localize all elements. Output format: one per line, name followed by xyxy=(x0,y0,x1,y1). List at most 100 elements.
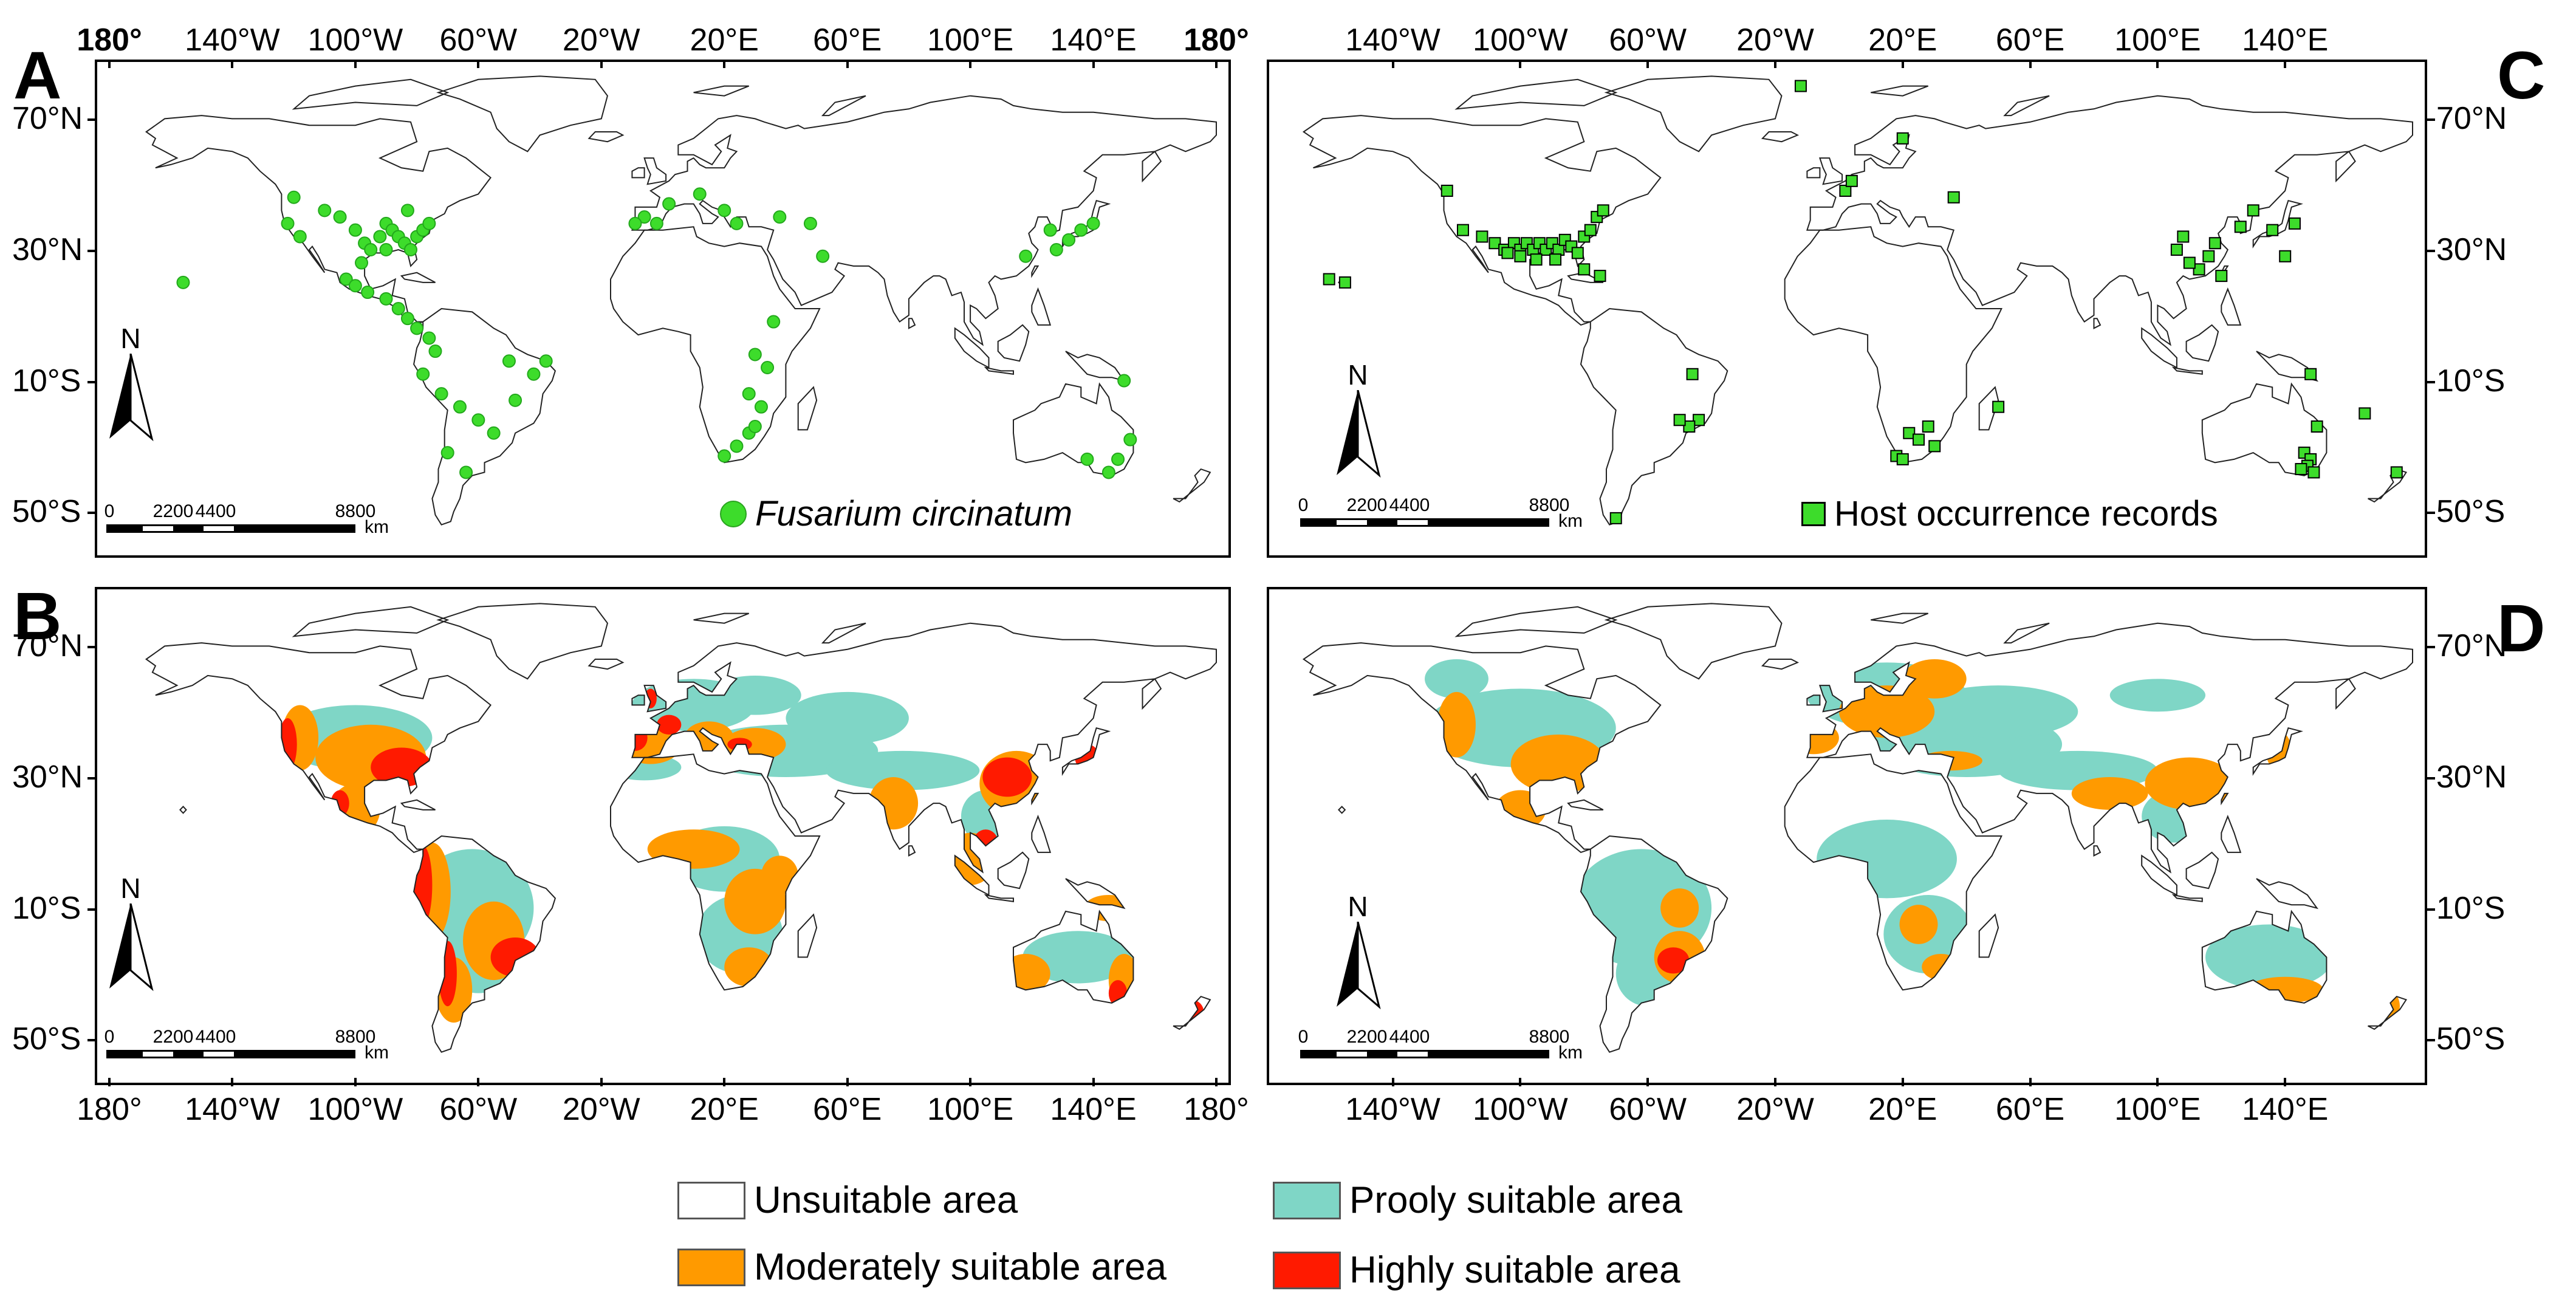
landmass-sriLanka xyxy=(2094,318,2100,329)
coastline-uk xyxy=(643,157,667,185)
landmass-madagascar xyxy=(798,387,817,430)
scale-bar: 0 2200 4400 8800 km xyxy=(104,1027,389,1069)
fusarium-legend-label: Fusarium circinatum xyxy=(755,494,1073,533)
fusarium-occurrence-point xyxy=(1080,452,1094,466)
scale-bar-label: 2200 xyxy=(152,1027,194,1047)
top-longitude-label-left: 60°W xyxy=(439,22,518,58)
coastline-novayaZemlya xyxy=(821,95,866,117)
landmass-greenland xyxy=(438,603,608,679)
north-arrow: N xyxy=(1331,890,1385,1012)
axis-tick-mark xyxy=(87,908,96,911)
axis-tick-mark xyxy=(600,60,603,68)
host-occurrence-point xyxy=(1571,247,1584,259)
scale-bar-label: 4400 xyxy=(195,501,236,521)
fusarium-occurrence-point xyxy=(428,344,442,358)
highly-suitable-area-patch xyxy=(490,937,540,977)
axis-tick-mark xyxy=(2427,250,2435,252)
host-occurrence-point xyxy=(1597,204,1609,217)
host-occurrence-point xyxy=(2279,250,2292,262)
axis-tick-mark xyxy=(87,380,96,383)
highly-suitable-area-patch xyxy=(982,757,1032,797)
coastline-southAmerica xyxy=(1580,835,1728,1053)
landmass-novayaZemlya xyxy=(2004,95,2050,116)
north-arrow-label: N xyxy=(120,872,141,904)
scale-bar-segment xyxy=(204,526,234,531)
coastline-northAmerica xyxy=(145,115,492,326)
axis-tick-mark xyxy=(87,777,96,780)
poorly-suitable-area-patch xyxy=(826,750,980,790)
fusarium-occurrence-point xyxy=(403,243,417,256)
landmass-greenland xyxy=(1606,76,1782,152)
scale-bar-unit: km xyxy=(1558,1043,1583,1063)
landmass-novayaZemlya xyxy=(823,623,866,643)
axis-tick-mark xyxy=(87,512,96,515)
landmass-japan xyxy=(2253,201,2301,247)
bottom-longitude-label-right: 20°E xyxy=(1868,1092,1937,1127)
axis-tick-mark xyxy=(846,60,849,68)
coastline-sumatra xyxy=(954,327,990,369)
moderately-suitable-area-patch xyxy=(1660,888,1699,928)
fusarium-occurrence-point xyxy=(333,210,347,224)
fusarium-occurrence-point xyxy=(1043,223,1057,237)
landmass-sriLanka xyxy=(2094,846,2100,856)
coastline-borneo xyxy=(2185,851,2219,889)
axis-tick-mark xyxy=(1215,1078,1218,1086)
moderately-suitable-area-patch xyxy=(1084,895,1134,922)
coastline-eurasia xyxy=(1806,622,2413,874)
landmass-borneo xyxy=(2186,324,2219,362)
legend-swatch-unsuitable xyxy=(677,1182,745,1219)
fusarium-occurrence-point xyxy=(742,387,756,401)
landmass-japan xyxy=(1062,728,1109,774)
axis-tick-mark xyxy=(2156,1078,2159,1086)
bottom-longitude-label-right: 20°W xyxy=(1736,1092,1814,1127)
fusarium-occurrence-point xyxy=(364,243,378,256)
scale-bar-label: 8800 xyxy=(1529,1027,1570,1047)
highly-suitable-area-patch xyxy=(973,829,998,856)
landmass-arcticIslands xyxy=(293,606,448,637)
fusarium-occurrence-point xyxy=(693,187,707,201)
fusarium-occurrence-point xyxy=(339,272,353,286)
landmass-svalbard xyxy=(1871,86,1928,96)
coastline-eurasia xyxy=(631,95,1217,346)
fusarium-occurrence-point xyxy=(539,354,553,368)
axis-tick-mark xyxy=(969,60,972,68)
axis-tick-mark xyxy=(1215,60,1218,68)
host-legend: Host occurrence records xyxy=(1801,493,2218,534)
host-occurrence-point xyxy=(1609,512,1622,524)
axis-tick-mark xyxy=(108,1078,111,1086)
axis-tick-mark xyxy=(723,1078,726,1086)
landmass-novayaZemlya xyxy=(2004,623,2050,643)
scale-bar-label: 8800 xyxy=(335,1027,376,1047)
coastline-taiwan xyxy=(1031,792,1040,806)
host-occurrence-point xyxy=(1922,420,1934,433)
coastline-southAmerica xyxy=(413,835,557,1053)
scale-bar-label: 2200 xyxy=(1346,1027,1388,1047)
host-occurrence-point xyxy=(1913,433,1925,446)
bottom-longitude-label-right: 100°W xyxy=(1473,1092,1568,1127)
axis-tick-mark xyxy=(1519,60,1522,68)
landmass-northAmerica xyxy=(146,115,491,325)
legend-label-poor: Prooly suitable area xyxy=(1349,1179,1682,1221)
fusarium-occurrence-point xyxy=(1111,452,1125,466)
landmass-novayaZemlya xyxy=(823,95,866,116)
axis-tick-mark xyxy=(2029,1078,2032,1086)
moderately-suitable-area-patch xyxy=(869,777,919,830)
scale-bar-segment xyxy=(143,1052,173,1057)
landmass-eurasia xyxy=(1807,95,2413,345)
coastline-northAmerica xyxy=(1302,642,1662,854)
fusarium-occurrence-point xyxy=(400,312,414,326)
fusarium-occurrence-point xyxy=(773,210,787,224)
coastline-eurasia xyxy=(631,622,1217,874)
landmass-sumatra xyxy=(2142,328,2177,368)
coastline-sriLanka xyxy=(908,318,916,329)
moderately-suitable-area-patch xyxy=(1787,721,1839,755)
legend-swatch-high xyxy=(1273,1252,1341,1289)
landmass-southAmerica xyxy=(414,309,555,525)
landmass-arcticIslands xyxy=(1456,606,1616,637)
host-occurrence-point xyxy=(1514,250,1527,262)
host-occurrence-point xyxy=(1794,80,1807,92)
bottom-longitude-label-right: 60°W xyxy=(1609,1092,1687,1127)
coastline-greenland xyxy=(1604,603,1783,680)
coastline-cuba xyxy=(400,799,436,811)
landmass-madagascar xyxy=(798,914,817,958)
